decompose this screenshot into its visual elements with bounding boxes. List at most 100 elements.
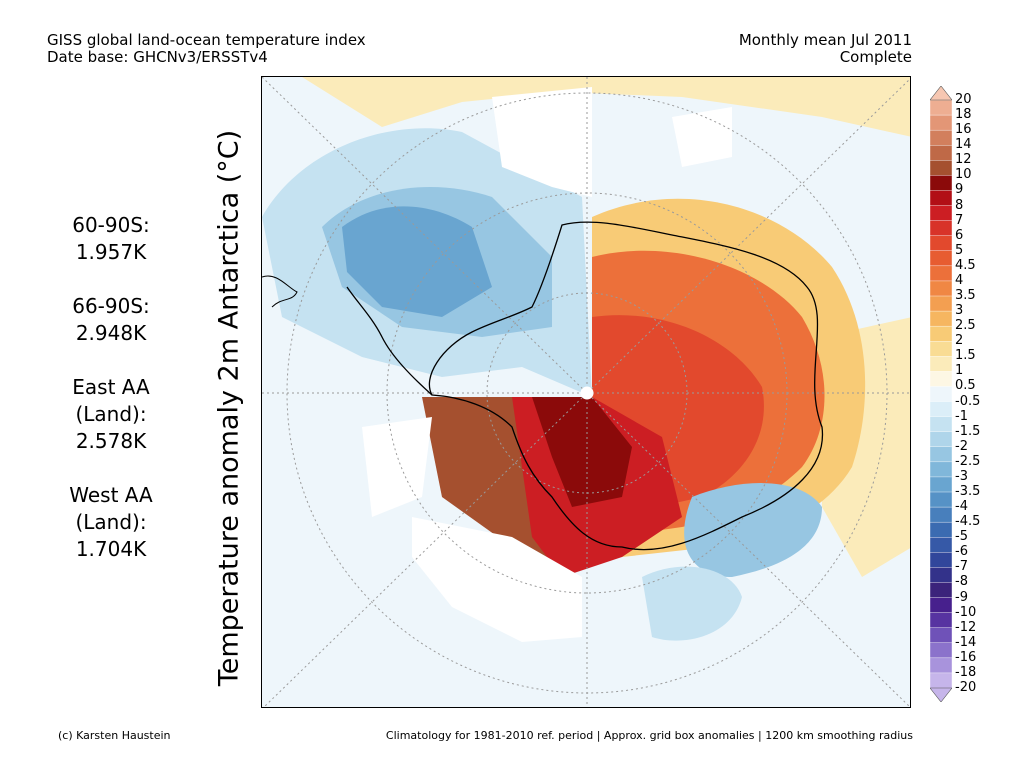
colorbar-cell	[930, 431, 952, 448]
south-pole-marker	[580, 386, 594, 400]
data-base-label: Date base: GHCNv3/ERSSTv4	[47, 48, 268, 66]
colorbar-cell	[930, 491, 952, 508]
colorbar-tick-label: -12	[955, 619, 977, 635]
colorbar-tick-label: 14	[955, 137, 972, 153]
colorbar-cell	[930, 446, 952, 463]
colorbar-cell	[930, 325, 952, 342]
colorbar-cell	[930, 597, 952, 614]
colorbar-tick-label: -6	[955, 544, 968, 560]
colorbar-tick-label: 0.5	[955, 378, 976, 394]
colorbar-top-arrow	[930, 86, 952, 101]
methodology-note: Climatology for 1981-2010 ref. period | …	[385, 729, 913, 742]
colorbar-tick-label: -2.5	[955, 453, 981, 469]
colorbar-cell	[930, 552, 952, 568]
stat-60-90s: 60-90S: 1.957K	[52, 212, 170, 266]
map-title: GISS global land-ocean temperature index	[47, 31, 366, 49]
colorbar-tick-label: -1	[955, 408, 968, 424]
colorbar-cells	[930, 99, 952, 689]
colorbar-tick-label: 7	[955, 212, 964, 228]
colorbar-tick-label: -2	[955, 438, 968, 454]
colorbar-tick-label: -9	[955, 589, 968, 605]
antarctic-peninsula-outline	[346, 286, 433, 396]
map-title-block: GISS global land-ocean temperature index…	[47, 32, 366, 66]
colorbar-tick-label: 1.5	[955, 348, 976, 364]
period-block: Monthly mean Jul 2011 Complete	[739, 32, 912, 66]
colorbar-tick-label: -10	[955, 604, 977, 620]
stat-value: 1.704K	[75, 537, 147, 561]
stat-west-aa: West AA (Land): 1.704K	[52, 482, 170, 563]
colorbar-cell	[930, 175, 952, 191]
warm-band-north	[302, 77, 910, 137]
missing-data-north	[492, 87, 592, 197]
colorbar-cell	[930, 129, 952, 146]
colorbar-tick-label: 2.5	[955, 318, 976, 334]
colorbar-cell	[930, 416, 952, 433]
colorbar-tick-label: -3	[955, 468, 968, 484]
colorbar-tick-label: 9	[955, 182, 964, 198]
stat-label: 60-90S:	[72, 213, 150, 237]
colorbar-cell	[930, 612, 952, 629]
colorbar-tick-label: -0.5	[955, 393, 981, 409]
stat-value: 2.578K	[75, 429, 147, 453]
cool-sector-core	[342, 206, 492, 317]
polar-anomaly-map	[261, 76, 911, 708]
colorbar-bottom-arrow	[930, 687, 952, 702]
colorbar-tick-label: 16	[955, 122, 972, 138]
colorbar-cell	[930, 461, 952, 478]
hot-sector-core	[532, 397, 632, 507]
colorbar	[930, 86, 952, 702]
stat-label: East AA (Land):	[72, 375, 150, 426]
colorbar-tick-label: 3	[955, 303, 964, 319]
cool-blob-south	[642, 566, 742, 641]
colorbar-cell	[930, 401, 952, 418]
colorbar-cell	[930, 114, 952, 131]
anomaly-axis-label: Temperature anomaly 2m Antarctica (°C)	[213, 129, 245, 687]
colorbar-tick-label: -3.5	[955, 484, 981, 499]
stat-66-90s: 66-90S: 2.948K	[52, 293, 170, 347]
colorbar-labels: 20 18 16 14 12 10 9 8 7 6 5 4.5 4 3.5 3 2.5 2 1.5 1 0.5 -0.5…	[955, 86, 1015, 702]
copyright-credit: (c) Karsten Haustein	[58, 729, 171, 742]
south-america-tip-outline	[262, 275, 298, 308]
colorbar-tick-label: 4	[955, 272, 964, 288]
colorbar-tick-label: -4	[955, 499, 968, 515]
colorbar-cell	[930, 582, 952, 599]
colorbar-cell	[930, 235, 952, 252]
colorbar-tick-label: 5	[955, 242, 964, 258]
colorbar-tick-label: 12	[955, 152, 972, 168]
colorbar-tick-label: 6	[955, 227, 964, 243]
period-label: Monthly mean Jul 2011	[738, 31, 912, 49]
stat-east-aa: East AA (Land): 2.578K	[52, 374, 170, 455]
stat-label: West AA (Land):	[69, 483, 153, 534]
colorbar-cell	[930, 386, 952, 403]
colorbar-cell	[930, 250, 952, 267]
colorbar-cell	[930, 190, 952, 207]
map-canvas	[262, 77, 910, 707]
colorbar-cell	[930, 265, 952, 282]
completeness-label: Complete	[839, 48, 912, 66]
colorbar-tick-label: -14	[955, 634, 977, 650]
colorbar-tick-label: -8	[955, 574, 968, 590]
colorbar-cell	[930, 295, 952, 312]
colorbar-tick-label: 1	[955, 363, 964, 379]
colorbar-cell	[930, 341, 952, 357]
colorbar-cell	[930, 476, 952, 493]
antarctica-coastline	[428, 221, 824, 551]
colorbar-tick-label: 4.5	[955, 257, 976, 273]
colorbar-cell	[930, 310, 952, 327]
colorbar-tick-label: 10	[955, 167, 972, 183]
colorbar-cell	[930, 521, 952, 538]
colorbar-cell	[930, 205, 952, 222]
colorbar-tick-label: 2	[955, 333, 964, 349]
colorbar-cell	[930, 160, 952, 176]
cool-blob-southeast	[684, 483, 822, 577]
colorbar-cell	[930, 371, 952, 387]
colorbar-tick-label: 18	[955, 107, 972, 123]
colorbar-cell	[930, 642, 952, 659]
colorbar-cell	[930, 657, 952, 674]
colorbar-tick-label: -4.5	[955, 514, 981, 530]
missing-data-southwest	[412, 517, 582, 642]
stat-value: 1.957K	[75, 240, 147, 264]
colorbar-tick-label: 8	[955, 197, 964, 213]
colorbar-tick-label: -1.5	[955, 423, 981, 439]
colorbar-cell	[930, 567, 952, 583]
